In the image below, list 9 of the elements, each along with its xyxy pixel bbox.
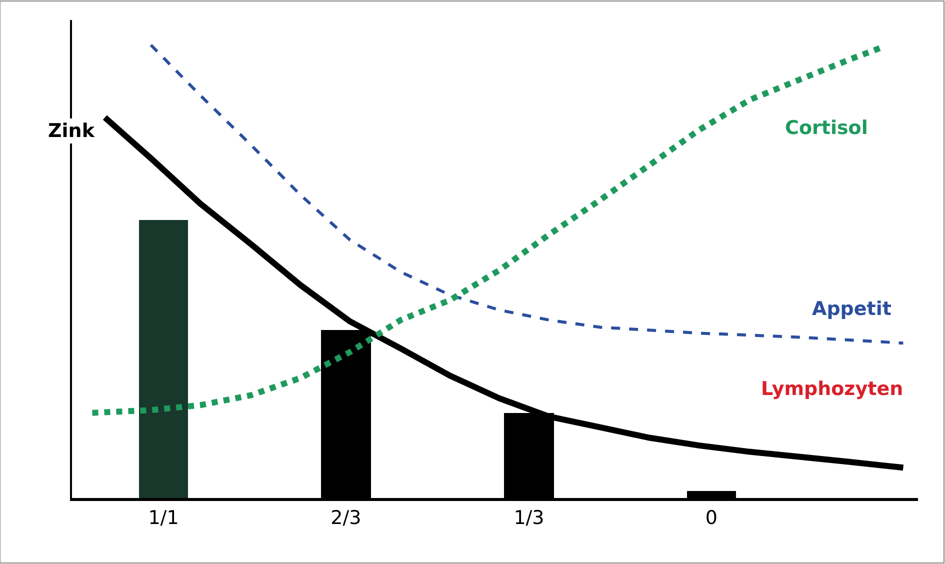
bar bbox=[139, 220, 188, 498]
series-label: Zink bbox=[48, 120, 95, 142]
annotation: Lymphozyten bbox=[761, 378, 904, 400]
x-tick-label: 2/3 bbox=[330, 506, 362, 529]
x-tick-label: 1/3 bbox=[514, 506, 544, 529]
series-label: Cortisol bbox=[785, 117, 868, 139]
x-tick-label: 1/1 bbox=[148, 506, 179, 529]
x-tick-label: 0 bbox=[705, 506, 718, 529]
series-label: Appetit bbox=[812, 298, 892, 320]
